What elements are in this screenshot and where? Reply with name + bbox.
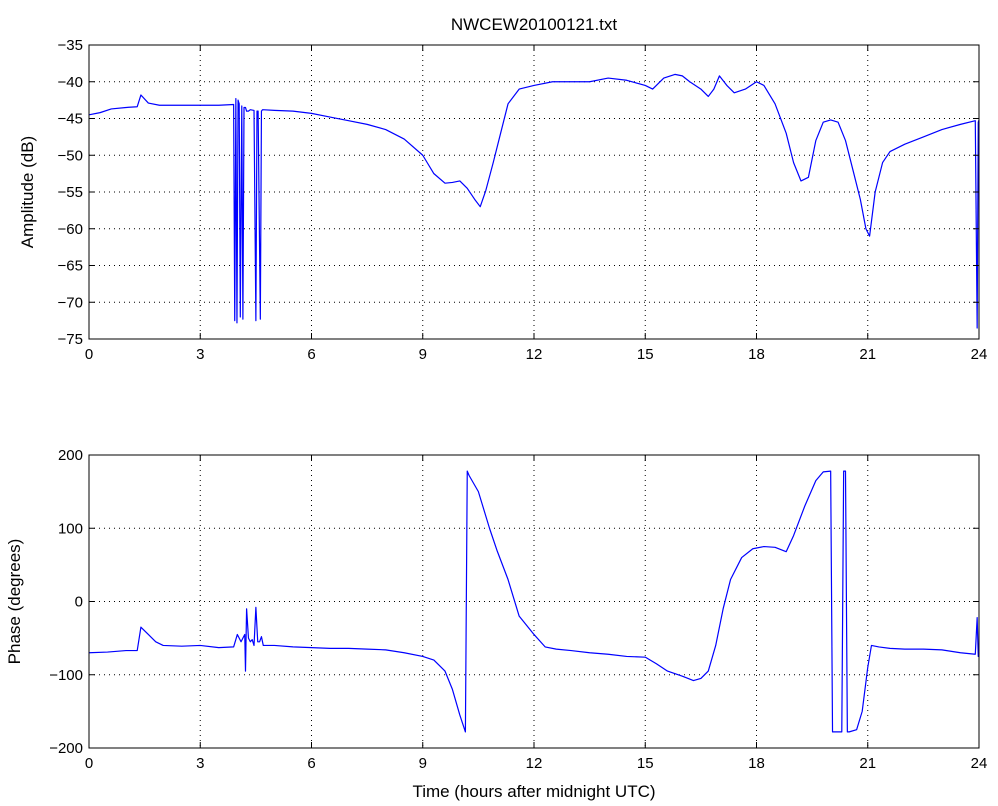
amp-y-tick-label: −40 — [58, 74, 83, 91]
phase-y-tick-label: 100 — [58, 520, 83, 537]
phase-x-tick-label: 0 — [85, 755, 93, 772]
amp-x-tick-label: 24 — [971, 346, 988, 363]
phase-y-tick-label: −100 — [49, 667, 83, 684]
phase-x-tick-label: 21 — [859, 755, 876, 772]
phase-x-axis-label: Time (hours after midnight UTC) — [412, 782, 655, 801]
phase-y-axis-label: Phase (degrees) — [5, 539, 24, 665]
amp-x-tick-label: 6 — [307, 346, 315, 363]
amp-x-tick-label: 3 — [196, 346, 204, 363]
amp-x-tick-label: 0 — [85, 346, 93, 363]
amp-y-tick-label: −35 — [58, 37, 83, 54]
phase-series-line — [88, 470, 980, 733]
amp-y-tick-label: −55 — [58, 184, 83, 201]
phase-x-tick-label: 6 — [307, 755, 315, 772]
phase-x-tick-label: 12 — [526, 755, 543, 772]
phase-x-tick-label: 3 — [196, 755, 204, 772]
amp-y-tick-label: −75 — [58, 331, 83, 348]
phase-y-tick-label: 200 — [58, 447, 83, 464]
amplitude-y-axis-label: Amplitude (dB) — [18, 136, 37, 248]
amp-y-tick-label: −45 — [58, 111, 83, 128]
amp-x-tick-label: 21 — [859, 346, 876, 363]
phase-plot: 0 3 6 9 12 15 18 21 24 200 100 0 −100 −200 — [49, 447, 987, 772]
amp-series-line — [88, 73, 980, 329]
phase-x-tick-label: 18 — [748, 755, 765, 772]
amp-y-tick-label: −50 — [58, 147, 83, 164]
phase-x-tick-label: 15 — [637, 755, 654, 772]
amp-x-tick-label: 12 — [526, 346, 543, 363]
chart-title: NWCEW20100121.txt — [451, 15, 618, 34]
amplitude-plot: 0 3 6 9 12 15 18 21 24 −35 −40 −45 −50 −55 −60 −65 −70 −7… — [58, 37, 988, 363]
amp-y-tick-label: −65 — [58, 258, 83, 275]
amp-y-tick-label: −60 — [58, 221, 83, 238]
amp-x-tick-label: 18 — [748, 346, 765, 363]
phase-x-tick-label: 9 — [419, 755, 427, 772]
amp-y-tick-label: −70 — [58, 294, 83, 311]
amp-x-tick-label: 9 — [419, 346, 427, 363]
phase-y-tick-label: 0 — [75, 594, 83, 611]
amp-x-tick-label: 15 — [637, 346, 654, 363]
phase-y-tick-label: −200 — [49, 740, 83, 757]
phase-x-tick-label: 24 — [971, 755, 988, 772]
